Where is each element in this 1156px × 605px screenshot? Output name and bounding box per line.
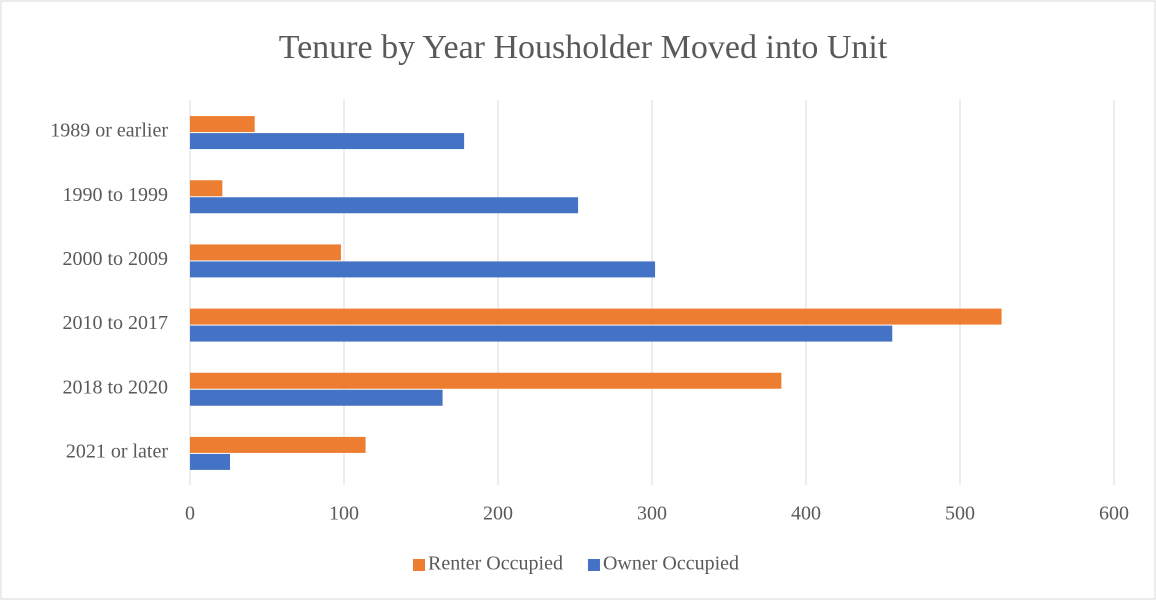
bar bbox=[190, 133, 465, 150]
x-tick-label: 100 bbox=[329, 503, 359, 525]
y-tick-label: 2010 to 2017 bbox=[62, 312, 168, 334]
x-tick-label: 400 bbox=[791, 503, 821, 525]
bar bbox=[190, 261, 656, 278]
legend-label: Renter Occupied bbox=[428, 553, 563, 575]
y-tick-label: 1989 or earlier bbox=[50, 120, 168, 142]
bar bbox=[190, 308, 1002, 325]
y-tick-label: 2000 to 2009 bbox=[62, 248, 168, 270]
bar bbox=[190, 180, 223, 197]
legend-swatch bbox=[587, 559, 600, 571]
x-tick-label: 300 bbox=[637, 503, 667, 525]
x-tick-label: 600 bbox=[1099, 503, 1129, 525]
bar bbox=[190, 372, 782, 389]
y-tick-label: 2021 or later bbox=[66, 441, 169, 463]
bar bbox=[190, 197, 579, 214]
bar bbox=[190, 244, 341, 261]
x-tick-label: 500 bbox=[945, 503, 975, 525]
bar bbox=[190, 453, 231, 470]
legend-label: Owner Occupied bbox=[603, 553, 739, 575]
bar bbox=[190, 436, 366, 453]
x-tick-label: 200 bbox=[483, 503, 513, 525]
y-tick-label: 2018 to 2020 bbox=[62, 376, 168, 398]
y-tick-label: 1990 to 1999 bbox=[62, 184, 168, 206]
bar bbox=[190, 116, 255, 133]
x-tick-label: 0 bbox=[185, 503, 195, 525]
legend-swatch bbox=[413, 559, 425, 571]
chart-title: Tenure by Year Housholder Moved into Uni… bbox=[279, 29, 888, 66]
bar bbox=[190, 389, 443, 406]
bar bbox=[190, 325, 893, 342]
